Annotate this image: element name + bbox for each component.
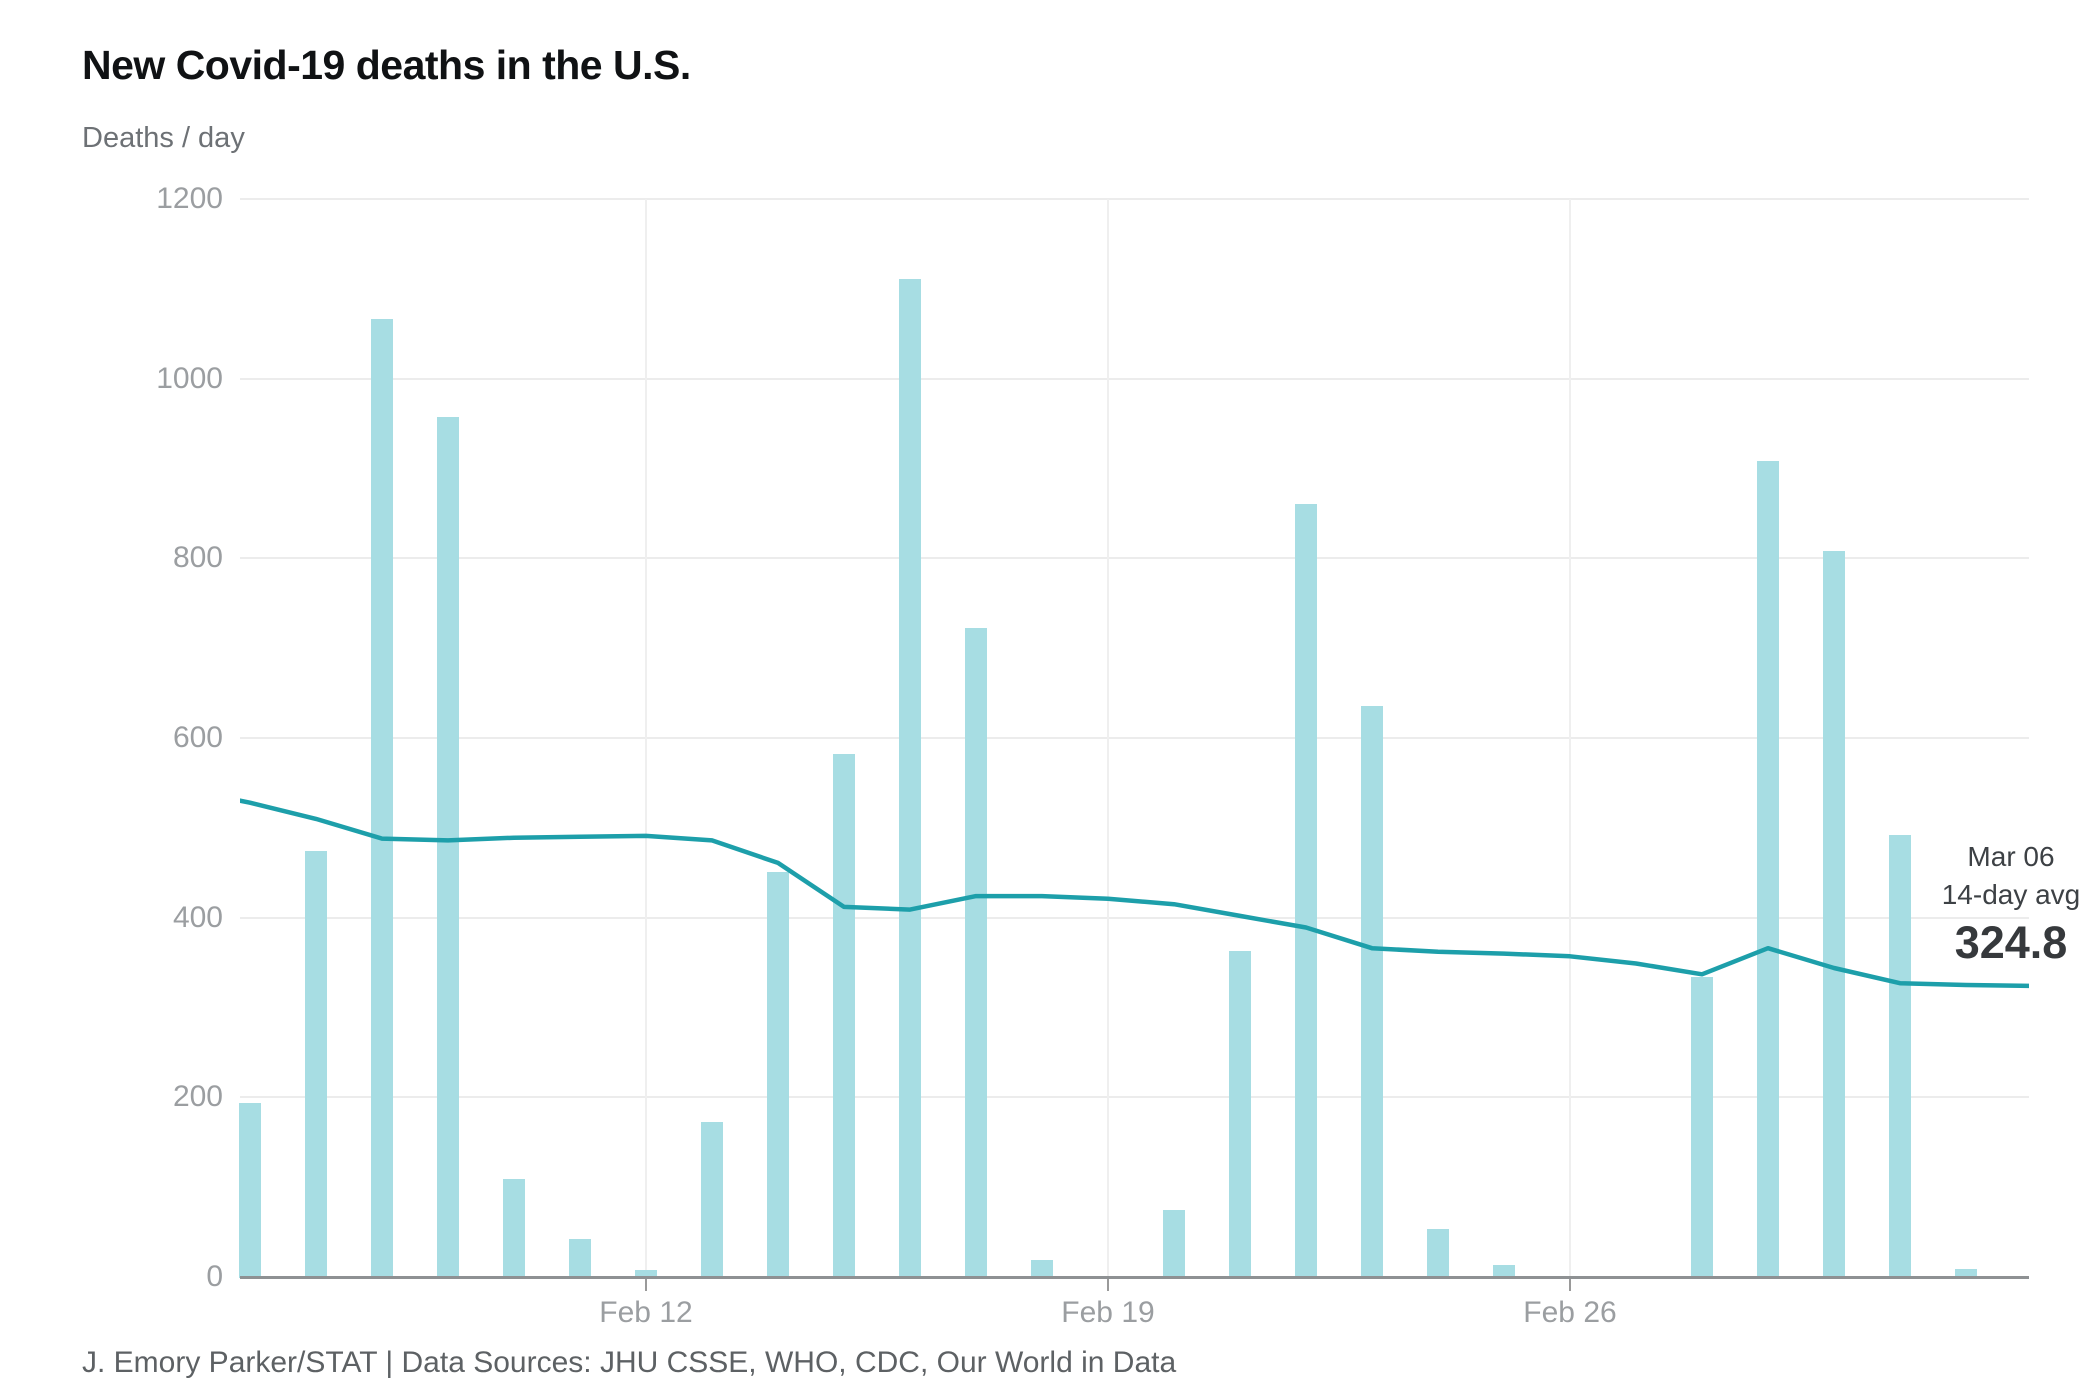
y-tick-label-1200: 1200	[156, 182, 223, 215]
gridline-x-feb-12	[645, 199, 647, 1277]
bar-feb-24	[1427, 1229, 1449, 1278]
page-title: New Covid-19 deaths in the U.S.	[82, 42, 691, 88]
bar-feb-06	[239, 1102, 261, 1278]
bar-feb-11	[569, 1239, 591, 1278]
bar-feb-18	[1031, 1259, 1053, 1278]
x-tick-label: Feb 26	[1523, 1296, 1617, 1329]
x-tick-label: Feb 19	[1061, 1296, 1155, 1329]
annotation-label: 14-day avg	[1941, 879, 2081, 910]
y-tick-label-800: 800	[172, 541, 223, 574]
bar-feb-07	[305, 851, 327, 1278]
gridline-x-feb-26	[1569, 199, 1571, 1277]
bar-feb-15	[833, 754, 855, 1278]
source-credit: J. Emory Parker/STAT | Data Sources: JHU…	[82, 1346, 1177, 1379]
bar-feb-10	[503, 1179, 525, 1278]
bar-feb-14	[767, 871, 789, 1278]
bar-feb-17	[965, 627, 987, 1278]
bar-mar-01	[1757, 461, 1779, 1278]
gridline-y-800	[240, 557, 2029, 559]
gridline-y-200	[240, 1096, 2029, 1098]
latest-value-annotation: Mar 06 14-day avg 324.8	[1851, 838, 2100, 970]
x-tick-mark	[1569, 1279, 1571, 1291]
bar-mar-04	[1955, 1268, 1977, 1278]
x-tick-mark	[1107, 1279, 1109, 1291]
bar-feb-21	[1229, 950, 1251, 1278]
gridline-y-1000	[240, 378, 2029, 380]
annotation-value: 324.8	[1954, 917, 2068, 968]
bar-mar-02	[1823, 551, 1845, 1278]
y-tick-label-400: 400	[172, 901, 223, 934]
bar-feb-23	[1361, 705, 1383, 1278]
bar-feb-25	[1493, 1265, 1515, 1278]
avg-line-chart	[240, 798, 2029, 989]
gridline-y-600	[240, 737, 2029, 739]
y-tick-label-0: 0	[206, 1260, 223, 1293]
gridline-y-400	[240, 917, 2029, 919]
14-day-average-line	[240, 798, 2029, 989]
x-tick-label: Feb 12	[599, 1296, 693, 1329]
y-axis-title: Deaths / day	[82, 122, 245, 154]
bar-feb-28	[1691, 977, 1713, 1278]
bar-feb-12	[635, 1269, 657, 1278]
bar-feb-08	[371, 318, 393, 1278]
gridline-x-feb-19	[1107, 199, 1109, 1277]
x-axis-line	[240, 1276, 2029, 1279]
bar-feb-13	[701, 1121, 723, 1278]
gridline-y-1200	[240, 198, 2029, 200]
bar-feb-22	[1295, 503, 1317, 1278]
bar-feb-09	[437, 417, 459, 1278]
bar-feb-16	[899, 279, 921, 1278]
x-tick-mark	[645, 1279, 647, 1291]
y-tick-label-1000: 1000	[156, 362, 223, 395]
bar-feb-20	[1163, 1209, 1185, 1278]
y-tick-label-600: 600	[172, 721, 223, 754]
y-tick-label-200: 200	[172, 1080, 223, 1113]
bar-mar-03	[1889, 835, 1911, 1278]
annotation-date: Mar 06	[1967, 841, 2055, 872]
